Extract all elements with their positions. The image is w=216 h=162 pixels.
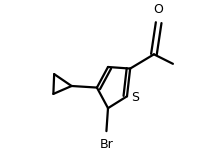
- Text: S: S: [131, 91, 139, 104]
- Text: O: O: [154, 3, 164, 16]
- Text: Br: Br: [100, 138, 113, 151]
